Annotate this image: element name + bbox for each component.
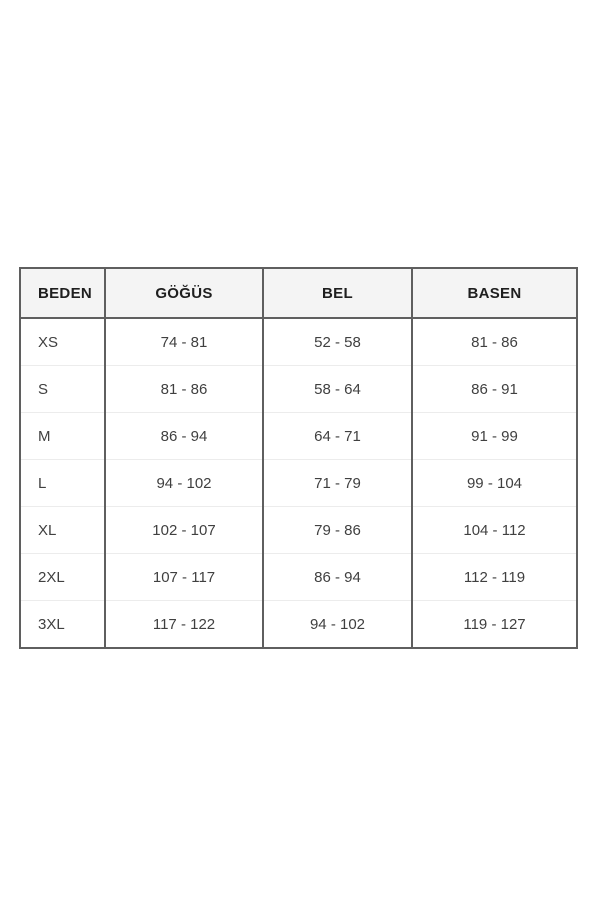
size-label: S xyxy=(20,365,105,413)
waist-range: 64 - 71 xyxy=(262,412,412,460)
table-row: 3XL 117 - 122 94 - 102 119 - 127 xyxy=(20,600,577,648)
chest-range: 117 - 122 xyxy=(104,600,263,648)
hips-range: 91 - 99 xyxy=(411,412,577,460)
chest-range: 86 - 94 xyxy=(104,412,263,460)
table-row: L 94 - 102 71 - 79 99 - 104 xyxy=(20,459,577,507)
table-row: XL 102 - 107 79 - 86 104 - 112 xyxy=(20,506,577,554)
size-label: L xyxy=(20,459,105,507)
hips-range: 99 - 104 xyxy=(411,459,577,507)
chest-range: 102 - 107 xyxy=(104,506,263,554)
hips-range: 86 - 91 xyxy=(411,365,577,413)
size-label: XL xyxy=(20,506,105,554)
hips-range: 81 - 86 xyxy=(411,318,577,366)
chest-range: 81 - 86 xyxy=(104,365,263,413)
table-row: M 86 - 94 64 - 71 91 - 99 xyxy=(20,412,577,460)
table-row: S 81 - 86 58 - 64 86 - 91 xyxy=(20,365,577,413)
chest-range: 107 - 117 xyxy=(104,553,263,601)
size-label: M xyxy=(20,412,105,460)
table-row: 2XL 107 - 117 86 - 94 112 - 119 xyxy=(20,553,577,601)
waist-range: 94 - 102 xyxy=(262,600,412,648)
hips-range: 112 - 119 xyxy=(411,553,577,601)
header-hips: BASEN xyxy=(411,268,577,319)
header-row: BEDEN GÖĞÜS BEL BASEN xyxy=(20,268,577,319)
size-label: 2XL xyxy=(20,553,105,601)
size-label: XS xyxy=(38,333,59,351)
size-label: 3XL xyxy=(20,600,105,648)
hips-range: 104 - 112 xyxy=(411,506,577,554)
table-row: XS 74 - 81 52 - 58 81 - 86 xyxy=(20,318,577,366)
chest-range: 74 - 81 xyxy=(104,318,263,366)
hips-range: 119 - 127 xyxy=(411,600,577,648)
size-chart-table: BEDEN GÖĞÜS BEL BASEN XS 74 - 81 52 - 58… xyxy=(19,267,578,649)
waist-range: 86 - 94 xyxy=(262,553,412,601)
waist-range: 52 - 58 xyxy=(262,318,412,366)
header-waist: BEL xyxy=(262,268,412,319)
waist-range: 71 - 79 xyxy=(262,459,412,507)
header-size: BEDEN xyxy=(20,268,105,319)
waist-range: 58 - 64 xyxy=(262,365,412,413)
header-chest: GÖĞÜS xyxy=(104,268,263,319)
chest-range: 94 - 102 xyxy=(104,459,263,507)
waist-range: 79 - 86 xyxy=(262,506,412,554)
